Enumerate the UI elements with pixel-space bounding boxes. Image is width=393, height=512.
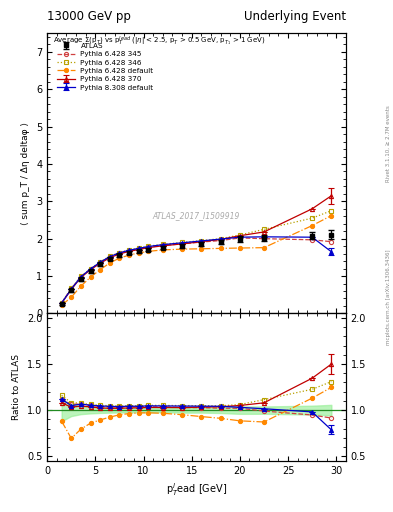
Pythia 6.428 346 [98, 259, 103, 265]
Pythia 6.428 default [310, 223, 314, 229]
Pythia 6.428 345 [88, 266, 93, 272]
Pythia 6.428 345 [79, 274, 83, 280]
Pythia 6.428 346 [136, 245, 141, 251]
Pythia 6.428 default [88, 274, 93, 280]
Text: Underlying Event: Underlying Event [244, 10, 346, 24]
Pythia 6.428 345 [329, 239, 334, 245]
Pythia 6.428 345 [262, 236, 266, 242]
Pythia 6.428 346 [180, 239, 184, 245]
Text: Average $\Sigma$(p$_T$) vs p$_T^{lead}$ (|$\eta$| < 2.5, p$_T$ > 0.5 GeV, p$_{T_: Average $\Sigma$(p$_T$) vs p$_T^{lead}$ … [53, 35, 266, 48]
Y-axis label: Ratio to ATLAS: Ratio to ATLAS [12, 354, 21, 420]
Pythia 6.428 default [69, 294, 73, 301]
Pythia 6.428 346 [127, 247, 131, 253]
Pythia 6.428 346 [107, 253, 112, 259]
Pythia 6.428 345 [127, 248, 131, 254]
Y-axis label: ⟨ sum p_T / Δη deltaφ ⟩: ⟨ sum p_T / Δη deltaφ ⟩ [22, 122, 31, 225]
Pythia 6.428 346 [262, 226, 266, 232]
Pythia 6.428 default [329, 212, 334, 219]
Pythia 6.428 default [136, 250, 141, 256]
Pythia 6.428 default [262, 245, 266, 251]
Pythia 6.428 346 [146, 243, 151, 249]
Pythia 6.428 default [218, 245, 223, 251]
Pythia 6.428 default [180, 246, 184, 252]
Pythia 6.428 default [160, 247, 165, 253]
Pythia 6.428 default [79, 283, 83, 289]
Pythia 6.428 default [107, 260, 112, 266]
Pythia 6.428 345 [310, 237, 314, 243]
Pythia 6.428 default [237, 245, 242, 251]
Pythia 6.428 345 [180, 241, 184, 247]
Pythia 6.428 345 [59, 300, 64, 306]
Pythia 6.428 346 [160, 241, 165, 247]
Text: 13000 GeV pp: 13000 GeV pp [47, 10, 131, 24]
Pythia 6.428 346 [329, 207, 334, 214]
Pythia 6.428 346 [237, 232, 242, 238]
Pythia 6.428 346 [79, 273, 83, 280]
Line: Pythia 6.428 345: Pythia 6.428 345 [59, 236, 334, 305]
Pythia 6.428 346 [59, 300, 64, 306]
Pythia 6.428 default [199, 246, 204, 252]
Pythia 6.428 345 [69, 286, 73, 292]
Pythia 6.428 default [146, 248, 151, 254]
Pythia 6.428 346 [88, 266, 93, 272]
Pythia 6.428 default [98, 267, 103, 273]
Text: mcplots.cern.ch [arXiv:1306.3436]: mcplots.cern.ch [arXiv:1306.3436] [386, 249, 391, 345]
Pythia 6.428 346 [69, 285, 73, 291]
Pythia 6.428 345 [117, 250, 122, 257]
Legend: ATLAS, Pythia 6.428 345, Pythia 6.428 346, Pythia 6.428 default, Pythia 6.428 37: ATLAS, Pythia 6.428 345, Pythia 6.428 34… [54, 40, 156, 93]
Pythia 6.428 default [59, 302, 64, 308]
Pythia 6.428 345 [136, 246, 141, 252]
Text: Rivet 3.1.10, ≥ 2.7M events: Rivet 3.1.10, ≥ 2.7M events [386, 105, 391, 182]
Text: ATLAS_2017_I1509919: ATLAS_2017_I1509919 [153, 211, 240, 220]
Pythia 6.428 345 [107, 254, 112, 260]
Pythia 6.428 default [127, 252, 131, 258]
Pythia 6.428 345 [146, 244, 151, 250]
Pythia 6.428 346 [199, 238, 204, 244]
Pythia 6.428 346 [117, 249, 122, 255]
Pythia 6.428 default [117, 255, 122, 261]
Pythia 6.428 345 [237, 235, 242, 241]
Pythia 6.428 346 [310, 215, 314, 221]
Pythia 6.428 345 [98, 260, 103, 266]
Pythia 6.428 345 [160, 242, 165, 248]
Line: Pythia 6.428 346: Pythia 6.428 346 [59, 208, 334, 305]
Pythia 6.428 345 [218, 238, 223, 244]
Line: Pythia 6.428 default: Pythia 6.428 default [59, 214, 334, 307]
Pythia 6.428 345 [199, 239, 204, 245]
Pythia 6.428 346 [218, 236, 223, 242]
X-axis label: p$_T^{l}$ead [GeV]: p$_T^{l}$ead [GeV] [166, 481, 227, 498]
